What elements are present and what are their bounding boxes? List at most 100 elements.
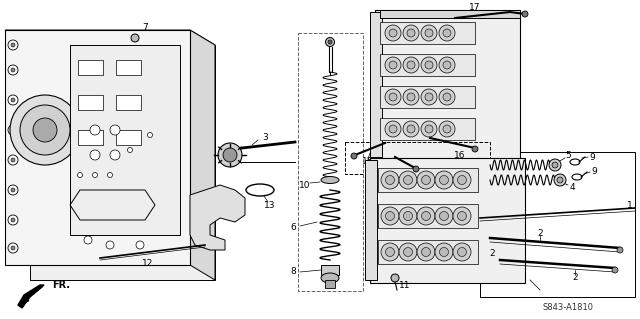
Text: 9: 9 <box>589 152 595 161</box>
Circle shape <box>326 38 335 47</box>
Circle shape <box>385 248 394 256</box>
Text: 8: 8 <box>290 268 296 277</box>
Ellipse shape <box>321 273 339 283</box>
Circle shape <box>554 174 566 186</box>
Bar <box>378 204 478 228</box>
Circle shape <box>549 159 561 171</box>
Circle shape <box>407 125 415 133</box>
Circle shape <box>421 25 437 41</box>
Text: 12: 12 <box>142 259 154 269</box>
Polygon shape <box>380 10 520 18</box>
Circle shape <box>407 93 415 101</box>
Circle shape <box>8 215 18 225</box>
Circle shape <box>443 29 451 37</box>
Circle shape <box>425 61 433 69</box>
Circle shape <box>11 158 15 162</box>
Circle shape <box>11 128 15 132</box>
Bar <box>378 240 478 264</box>
Circle shape <box>458 175 467 184</box>
Circle shape <box>90 150 100 160</box>
Bar <box>380 118 475 140</box>
Text: 2: 2 <box>572 273 578 283</box>
Text: 2: 2 <box>537 228 543 238</box>
Circle shape <box>458 248 467 256</box>
Circle shape <box>381 207 399 225</box>
Text: 9: 9 <box>591 167 597 176</box>
Text: 11: 11 <box>399 280 411 290</box>
Circle shape <box>11 98 15 102</box>
Circle shape <box>403 121 419 137</box>
Circle shape <box>417 207 435 225</box>
Bar <box>116 60 141 75</box>
Circle shape <box>110 125 120 135</box>
Circle shape <box>403 89 419 105</box>
Polygon shape <box>190 185 245 250</box>
Bar <box>380 22 475 44</box>
Circle shape <box>11 188 15 192</box>
Bar <box>116 95 141 110</box>
Circle shape <box>440 211 449 220</box>
Bar <box>70 45 180 235</box>
Circle shape <box>403 25 419 41</box>
Circle shape <box>403 211 413 220</box>
Circle shape <box>425 125 433 133</box>
Circle shape <box>389 93 397 101</box>
Bar <box>370 12 382 157</box>
Polygon shape <box>30 45 215 280</box>
Text: 10: 10 <box>300 181 311 189</box>
Text: 3: 3 <box>262 133 268 143</box>
Text: 7: 7 <box>142 24 148 33</box>
Text: FR.: FR. <box>52 280 70 290</box>
Circle shape <box>417 171 435 189</box>
Bar <box>78 130 103 145</box>
Circle shape <box>425 93 433 101</box>
Circle shape <box>612 267 618 273</box>
Circle shape <box>389 29 397 37</box>
Circle shape <box>8 243 18 253</box>
Text: 14: 14 <box>164 54 176 63</box>
Circle shape <box>385 25 401 41</box>
Circle shape <box>10 95 80 165</box>
Circle shape <box>453 171 471 189</box>
Circle shape <box>328 40 332 44</box>
Bar <box>378 168 478 192</box>
Circle shape <box>8 185 18 195</box>
Bar <box>375 10 520 160</box>
Circle shape <box>389 61 397 69</box>
Circle shape <box>453 243 471 261</box>
Bar <box>321 265 339 275</box>
Circle shape <box>522 11 528 17</box>
Text: 13: 13 <box>264 201 276 210</box>
Bar <box>78 95 103 110</box>
Text: 1: 1 <box>627 201 633 210</box>
Bar <box>298 33 363 291</box>
Circle shape <box>8 65 18 75</box>
Circle shape <box>435 171 453 189</box>
Circle shape <box>403 57 419 73</box>
Circle shape <box>218 143 242 167</box>
Bar <box>325 280 335 288</box>
Circle shape <box>552 162 558 168</box>
Circle shape <box>425 29 433 37</box>
Circle shape <box>136 241 144 249</box>
Text: 15: 15 <box>362 158 374 167</box>
Circle shape <box>391 274 399 282</box>
Circle shape <box>389 125 397 133</box>
Circle shape <box>435 243 453 261</box>
Circle shape <box>421 121 437 137</box>
Circle shape <box>399 171 417 189</box>
Circle shape <box>439 57 455 73</box>
Circle shape <box>127 147 132 152</box>
Circle shape <box>421 57 437 73</box>
Bar <box>78 60 103 75</box>
Circle shape <box>11 68 15 72</box>
Polygon shape <box>190 30 215 280</box>
Circle shape <box>93 173 97 177</box>
Text: S843-A1810: S843-A1810 <box>543 302 593 311</box>
Circle shape <box>403 175 413 184</box>
Circle shape <box>110 150 120 160</box>
Bar <box>345 142 490 174</box>
Circle shape <box>385 175 394 184</box>
Circle shape <box>385 89 401 105</box>
Circle shape <box>421 89 437 105</box>
